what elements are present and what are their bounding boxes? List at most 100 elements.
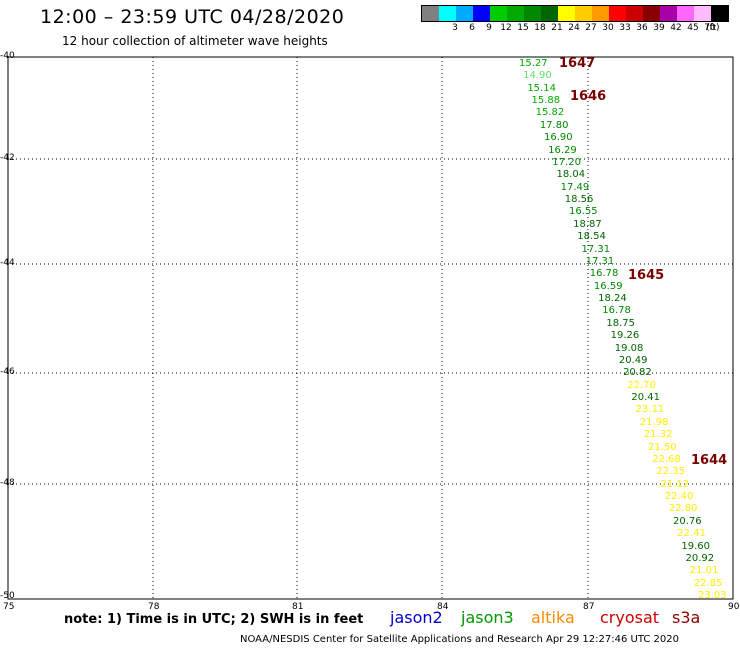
legend-label: 36: [636, 23, 648, 33]
wave-height-label: 18.04: [556, 169, 586, 181]
y-tick-label: -42: [0, 153, 15, 163]
y-tick-label: -40: [0, 51, 15, 61]
legend-label: 3: [452, 23, 458, 33]
x-tick-label: 75: [3, 602, 15, 612]
legend-label: 24: [568, 23, 580, 33]
legend-label: 21: [551, 23, 563, 33]
legend-label: 6: [469, 23, 475, 33]
pass-number-label: 1644: [691, 453, 728, 468]
x-tick-label: 81: [292, 602, 304, 612]
satellite-name-altika: altika: [531, 608, 575, 627]
wave-height-label: 16.55: [568, 206, 598, 218]
satellite-name-cryosat: cryosat: [600, 608, 660, 627]
legend-label: 9: [486, 23, 492, 33]
legend-swatch: [490, 6, 507, 21]
wave-height-label: 16.78: [602, 305, 631, 317]
wave-height-label: 15.14: [527, 82, 556, 94]
wave-height-label: 20.92: [685, 552, 715, 564]
x-tick-label: 78: [148, 602, 160, 612]
legend-swatch: [575, 6, 592, 21]
legend-swatch: [541, 6, 558, 21]
legend-swatch: [473, 6, 490, 21]
y-tick-label: -46: [0, 367, 15, 377]
legend-swatch: [626, 6, 643, 21]
wave-height-label: 16.29: [548, 144, 577, 156]
wave-height-label: 17.31: [585, 255, 615, 267]
pass-number-label: 1645: [628, 268, 665, 283]
legend-swatch: [422, 6, 439, 21]
satellite-name-s3a: s3a: [672, 608, 701, 627]
wave-height-label: 20.76: [673, 515, 702, 527]
wave-height-label: 21.01: [689, 565, 719, 577]
wave-height-label: 22.40: [664, 491, 694, 503]
y-tick-label: -50: [0, 591, 15, 601]
x-tick-label: 90: [728, 602, 740, 612]
legend-label: 30: [602, 23, 614, 33]
y-tick-label: -44: [0, 258, 15, 268]
wave-height-label: 21.98: [639, 416, 669, 428]
legend-swatch: [439, 6, 456, 21]
wave-height-label: 22.70: [627, 379, 656, 391]
wave-height-label: 21.12: [660, 478, 690, 490]
wave-height-label: 19.60: [681, 540, 710, 552]
legend-swatch: [507, 6, 524, 21]
legend-swatch: [643, 6, 660, 21]
grid-lines: [8, 57, 733, 599]
map-title: 12:00 – 23:59 UTC 04/28/2020: [40, 6, 345, 28]
wave-height-label: 20.41: [631, 392, 661, 404]
x-tick-label: 87: [583, 602, 595, 612]
wave-height-label: 22.68: [652, 453, 681, 465]
wave-height-label: 22.80: [668, 503, 698, 515]
map-subtitle: 12 hour collection of altimeter wave hei…: [62, 34, 328, 48]
wave-height-label: 18.87: [573, 218, 602, 230]
wave-height-label: 21.32: [643, 429, 673, 441]
legend-label: 39: [653, 23, 665, 33]
wave-height-label: 15.27: [519, 58, 548, 69]
wave-height-label: 19.26: [610, 330, 640, 342]
wave-height-label: 23.11: [635, 404, 665, 416]
wave-height-label: 18.24: [598, 293, 627, 305]
wave-height-label: 16.90: [543, 132, 573, 144]
wave-height-label: 16.78: [589, 268, 619, 280]
wave-height-label: 16.59: [593, 280, 623, 292]
legend-swatch: [558, 6, 575, 21]
legend-swatch: [609, 6, 626, 21]
wave-height-label: 23.03: [698, 590, 727, 601]
wave-height-label: 22.85: [693, 577, 723, 589]
y-tick-label: -48: [0, 478, 15, 488]
wave-height-label: 22.35: [656, 466, 685, 478]
legend-label: 33: [619, 23, 631, 33]
pass-number-label: 1647: [559, 56, 596, 71]
wave-height-label: 18.56: [564, 194, 594, 206]
legend-label: 12: [500, 23, 512, 33]
wave-height-label: 17.31: [581, 243, 611, 255]
satellite-name-jason2: jason2: [390, 608, 443, 627]
legend-swatch: [711, 6, 728, 21]
legend-label: 70: [704, 23, 716, 33]
legend-swatch: [694, 6, 711, 21]
legend-label: 18: [534, 23, 546, 33]
wave-height-label: 18.75: [606, 317, 636, 329]
legend-label: 27: [585, 23, 597, 33]
wave-height-label: 20.82: [623, 367, 652, 379]
wave-height-label: 20.49: [618, 354, 648, 366]
legend-swatch: [677, 6, 694, 21]
legend-unit: (ft): [706, 23, 720, 33]
wave-height-label: 17.49: [560, 181, 590, 193]
color-legend: (ft) 3 6 9 12 15 18 21 24 27 30 33 36 39 42 45 70: [421, 5, 729, 34]
wave-height-label: 19.08: [614, 342, 644, 354]
x-tick-label: 84: [437, 602, 449, 612]
legend-label: 45: [687, 23, 699, 33]
legend-swatch: [456, 6, 473, 21]
legend-label: 42: [670, 23, 682, 33]
wave-height-label: 21.50: [648, 441, 677, 453]
note-text: note: 1) Time is in UTC; 2) SWH is in fe…: [64, 612, 364, 627]
wave-height-label: 18.54: [577, 231, 606, 243]
footer-credit: NOAA/NESDIS Center for Satellite Applica…: [240, 634, 679, 645]
wave-height-label: 15.88: [531, 95, 561, 107]
plot-frame: [7, 56, 734, 600]
pass-number-label: 1646: [570, 89, 607, 104]
legend-swatches: [421, 5, 729, 22]
legend-swatch: [592, 6, 609, 21]
